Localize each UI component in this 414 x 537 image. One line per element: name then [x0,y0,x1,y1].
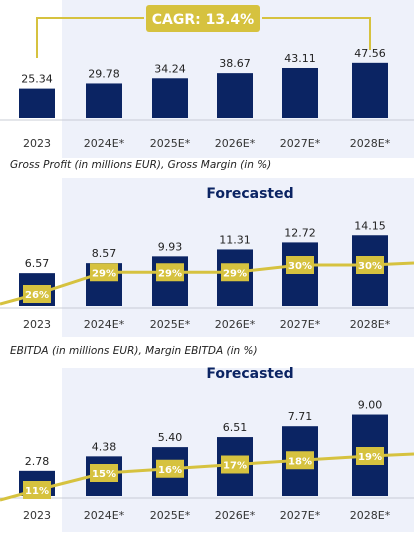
margin-label: 29% [158,268,182,279]
margin-pill [156,263,184,282]
margin-pill [356,447,384,465]
x-tick-label: 2025E* [150,137,191,150]
chart-title: Gross Profit (in millions EUR), Gross Ma… [10,159,271,171]
bar-value-label: 7.71 [288,410,313,423]
x-tick-label: 2027E* [280,509,321,522]
margin-pill [356,256,384,274]
x-tick-label: 2026E* [215,318,256,331]
cagr-bracket-left [36,17,144,58]
x-tick-label: 2024E* [84,509,125,522]
x-tick-label: 2023 [23,509,51,522]
bar-value-label: 34.24 [154,62,186,75]
bar-value-label: 47.56 [354,47,386,60]
bar [282,242,318,306]
margin-pill [90,263,118,282]
bar-value-label: 25.34 [21,73,53,86]
bar [86,83,122,118]
x-tick-label: 2028E* [350,318,391,331]
bar-value-label: 8.57 [92,247,117,260]
bar [282,67,318,118]
margin-pill [23,481,51,499]
margin-label: 29% [92,268,116,279]
x-tick-label: 2025E* [150,318,191,331]
cagr-label: CAGR: 13.4% [152,12,254,28]
x-tick-label: 2024E* [84,137,125,150]
margin-pill [221,455,249,474]
margin-pill [156,459,184,478]
bar-value-label: 6.51 [223,421,248,434]
x-tick-label: 2026E* [215,509,256,522]
margin-pill [286,256,314,274]
margin-label: 17% [223,461,247,472]
margin-label: 18% [288,456,312,467]
bar-value-label: 2.78 [25,455,50,468]
bar-value-label: 12.72 [284,226,316,239]
forecast-label: Forecasted [206,366,293,382]
margin-pill [23,285,51,303]
margin-label: 19% [358,452,382,463]
bar [352,62,388,118]
bar-value-label: 4.38 [92,440,117,453]
x-tick-label: 2023 [23,137,51,150]
x-tick-label: 2028E* [350,509,391,522]
x-tick-label: 2025E* [150,509,191,522]
margin-pill [286,451,314,470]
cagr-badge [146,5,260,32]
x-tick-label: 2026E* [215,137,256,150]
bar-value-label: 11.31 [219,233,251,246]
x-tick-label: 2024E* [84,318,125,331]
x-tick-label: 2028E* [350,137,391,150]
forecast-label: Forecasted [206,186,293,202]
bar-value-label: 6.57 [25,257,50,270]
bar-value-label: 14.15 [354,219,386,232]
bar-value-label: 38.67 [219,57,251,70]
bar [19,88,55,118]
bar [217,73,253,118]
margin-label: 30% [358,261,382,272]
bar-value-label: 9.00 [358,399,383,412]
margin-pill [221,263,249,282]
margin-label: 15% [92,469,116,480]
bar [152,78,188,118]
chart-title: EBITDA (in millions EUR), Margin EBITDA … [10,345,258,357]
margin-pill [90,464,118,482]
margin-label: 11% [25,486,49,497]
bar-value-label: 9.93 [158,240,183,253]
margin-label: 26% [25,290,49,301]
x-tick-label: 2027E* [280,137,321,150]
margin-label: 29% [223,268,247,279]
x-tick-label: 2027E* [280,318,321,331]
bar-value-label: 29.78 [88,67,120,80]
margin-label: 30% [288,261,312,272]
margin-label: 16% [158,465,182,476]
bar-value-label: 43.11 [284,52,316,65]
x-tick-label: 2023 [23,318,51,331]
cagr-bracket-right [262,17,371,50]
bar-value-label: 5.40 [158,431,183,444]
